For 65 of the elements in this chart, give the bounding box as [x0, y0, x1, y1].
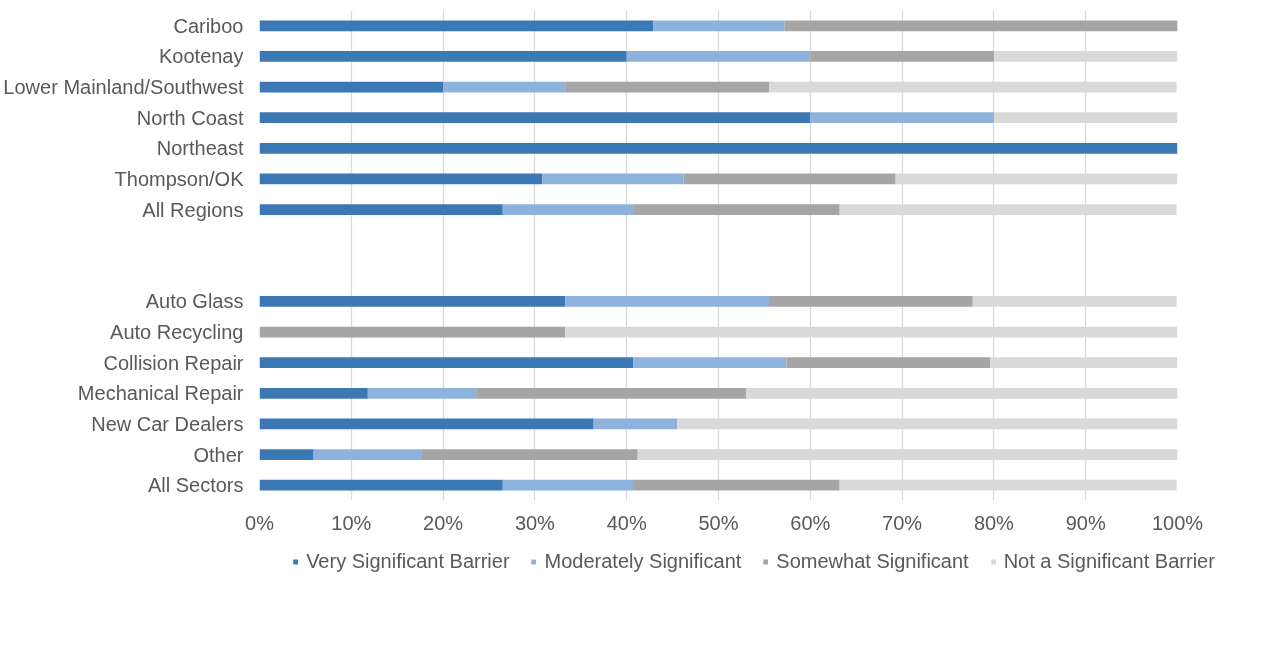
bar — [259, 326, 566, 338]
x-tick-label: 80% — [973, 511, 1015, 534]
y-tick-label: Mechanical Repair — [77, 382, 244, 405]
bar — [259, 173, 543, 185]
bar — [367, 387, 477, 399]
y-tick-label: Kootenay — [158, 45, 244, 68]
bar — [313, 449, 422, 460]
bar — [421, 449, 638, 460]
bar — [502, 479, 635, 491]
legend-label: Very Significant Barrier — [306, 549, 510, 573]
bar — [259, 204, 503, 215]
bar — [259, 112, 811, 124]
bar — [565, 296, 769, 307]
bar — [626, 51, 811, 62]
bar — [259, 418, 594, 430]
bar — [786, 357, 991, 369]
bar — [259, 449, 314, 460]
y-tick-label: Lower Mainland/Southwest — [3, 76, 244, 99]
bar — [634, 204, 840, 215]
y-tick-label: Cariboo — [173, 14, 244, 37]
legend-label: Somewhat Significant — [776, 549, 969, 573]
x-tick-label: 50% — [698, 511, 739, 534]
x-tick-label: 40% — [606, 511, 647, 534]
bar — [542, 173, 684, 185]
x-tick-label: 20% — [423, 511, 464, 534]
bar — [768, 296, 973, 307]
bar — [259, 81, 444, 93]
x-tick-label: 0% — [245, 511, 275, 534]
y-tick-label: Northeast — [156, 137, 244, 160]
x-tick-label: 70% — [882, 511, 923, 534]
y-tick-label: Other — [193, 443, 244, 466]
bar — [259, 20, 654, 32]
y-tick-label: North Coast — [136, 106, 244, 129]
y-tick-label: Auto Glass — [145, 290, 244, 313]
bar — [634, 479, 840, 491]
bar — [784, 20, 1178, 32]
x-tick-label: 30% — [514, 511, 556, 534]
bar — [565, 81, 769, 93]
y-tick-label: All Sectors — [147, 474, 244, 497]
x-tick-label: 10% — [331, 511, 372, 534]
y-tick-label: Auto Recycling — [110, 321, 244, 344]
bar — [810, 51, 994, 62]
legend-label: Moderately Significant — [544, 549, 742, 573]
bar — [593, 418, 678, 430]
y-tick-label: New Car Dealers — [91, 412, 244, 435]
bar — [259, 51, 627, 62]
bar — [259, 142, 1178, 154]
bar — [683, 173, 896, 185]
bar — [259, 387, 368, 399]
bar — [653, 20, 785, 32]
x-tick-label: 90% — [1065, 511, 1106, 534]
bar — [810, 112, 994, 124]
x-tick-label: 100% — [1151, 511, 1204, 534]
bar — [259, 479, 503, 491]
x-tick-label: 60% — [790, 511, 831, 534]
y-tick-label: All Regions — [142, 198, 244, 221]
bar — [259, 357, 634, 369]
bar — [502, 204, 635, 215]
legend-label: Not a Significant Barrier — [1003, 549, 1215, 573]
bar — [259, 296, 566, 307]
bar — [633, 357, 787, 369]
bar — [476, 387, 747, 399]
bar — [443, 81, 566, 93]
y-tick-label: Thompson/OK — [114, 167, 245, 190]
y-tick-label: Collision Repair — [103, 351, 244, 374]
